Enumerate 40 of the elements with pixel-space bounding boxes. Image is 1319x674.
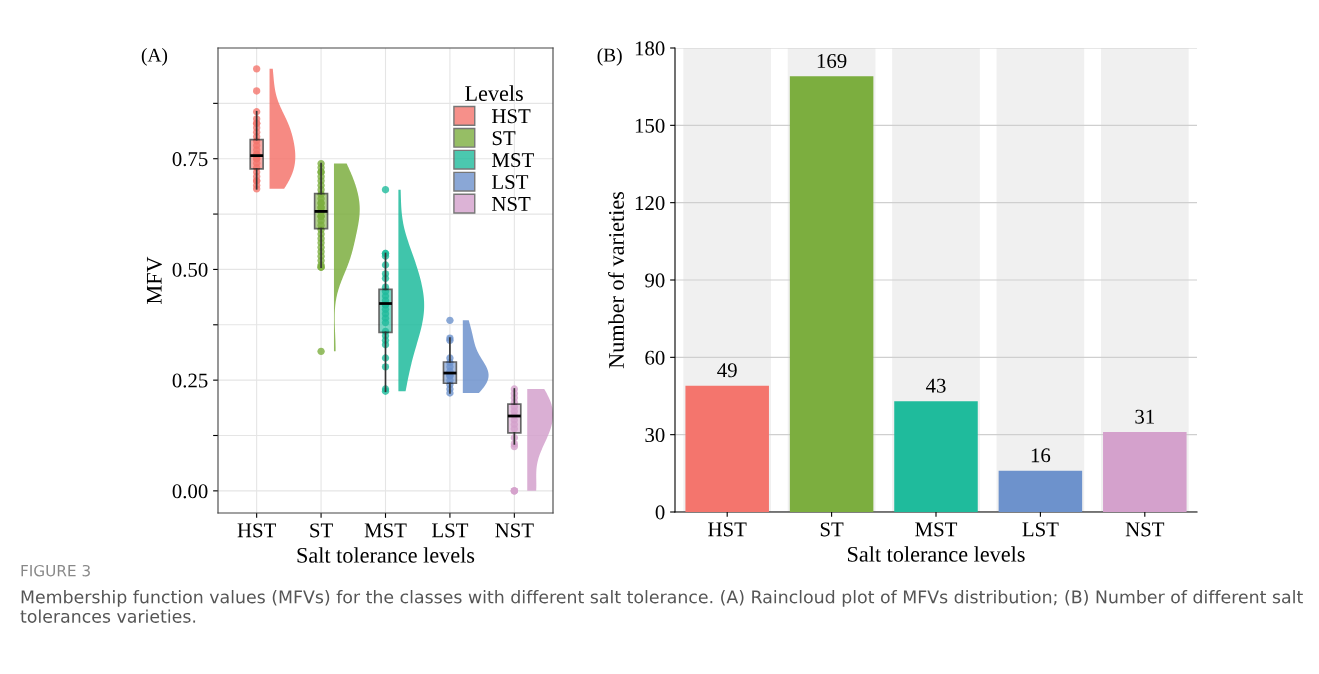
x-tick-label: MST [364,523,407,538]
y-tick-label: 0.50 [172,262,208,277]
legend-label: HST [492,109,531,124]
x-tick-label: HST [237,523,276,538]
chart-title: (B) [597,48,622,66]
y-tick-label: 90 [645,273,665,288]
y-tick-label: 0.25 [172,373,208,388]
y-tick-label: 60 [645,350,665,365]
y-tick-label: 0.75 [172,152,208,167]
data-label: 31 [1135,409,1154,424]
y-tick-label: 180 [635,41,665,56]
chart-title: (A) [141,48,168,66]
y-tick-label: 0 [655,505,665,520]
x-tick-label: ST [310,523,333,538]
data-label: 16 [1031,448,1051,463]
y-axis-title: MFV [146,256,162,304]
caption: FIGURE 3 [21,564,90,577]
x-tick-label: NST [1125,522,1165,537]
x-axis-title: Salt tolerance levels [297,547,475,563]
x-tick-label: ST [820,522,844,537]
legend-label: NST [492,196,531,211]
y-tick-label: 150 [635,118,665,133]
legend-label: MST [492,153,534,168]
y-tick-label: 0.00 [172,484,208,499]
y-axis-title: Number of varieties [608,191,624,369]
y-tick-label: 30 [645,428,665,443]
text: Membership function values (MFVs) for the classes with different salt tolerance. (A) Raincloud plot of MFVs distribution; (B) Number of different salt tolerances varieties. [20,590,1303,623]
x-tick-label: MST [915,522,958,537]
data-label: 49 [717,363,737,378]
data-label: 169 [817,53,847,68]
x-tick-label: NST [495,523,534,538]
x-tick-label: HST [708,522,747,537]
legend-title: Levels [465,85,523,101]
x-tick-label: LST [1022,522,1059,537]
legend-label: ST [492,131,516,146]
y-tick-label: 120 [635,196,665,211]
data-label: 43 [925,378,946,393]
legend-label: LST [492,175,529,190]
x-tick-label: LST [432,523,469,538]
x-axis-title: Salt tolerance levels [848,546,1025,562]
